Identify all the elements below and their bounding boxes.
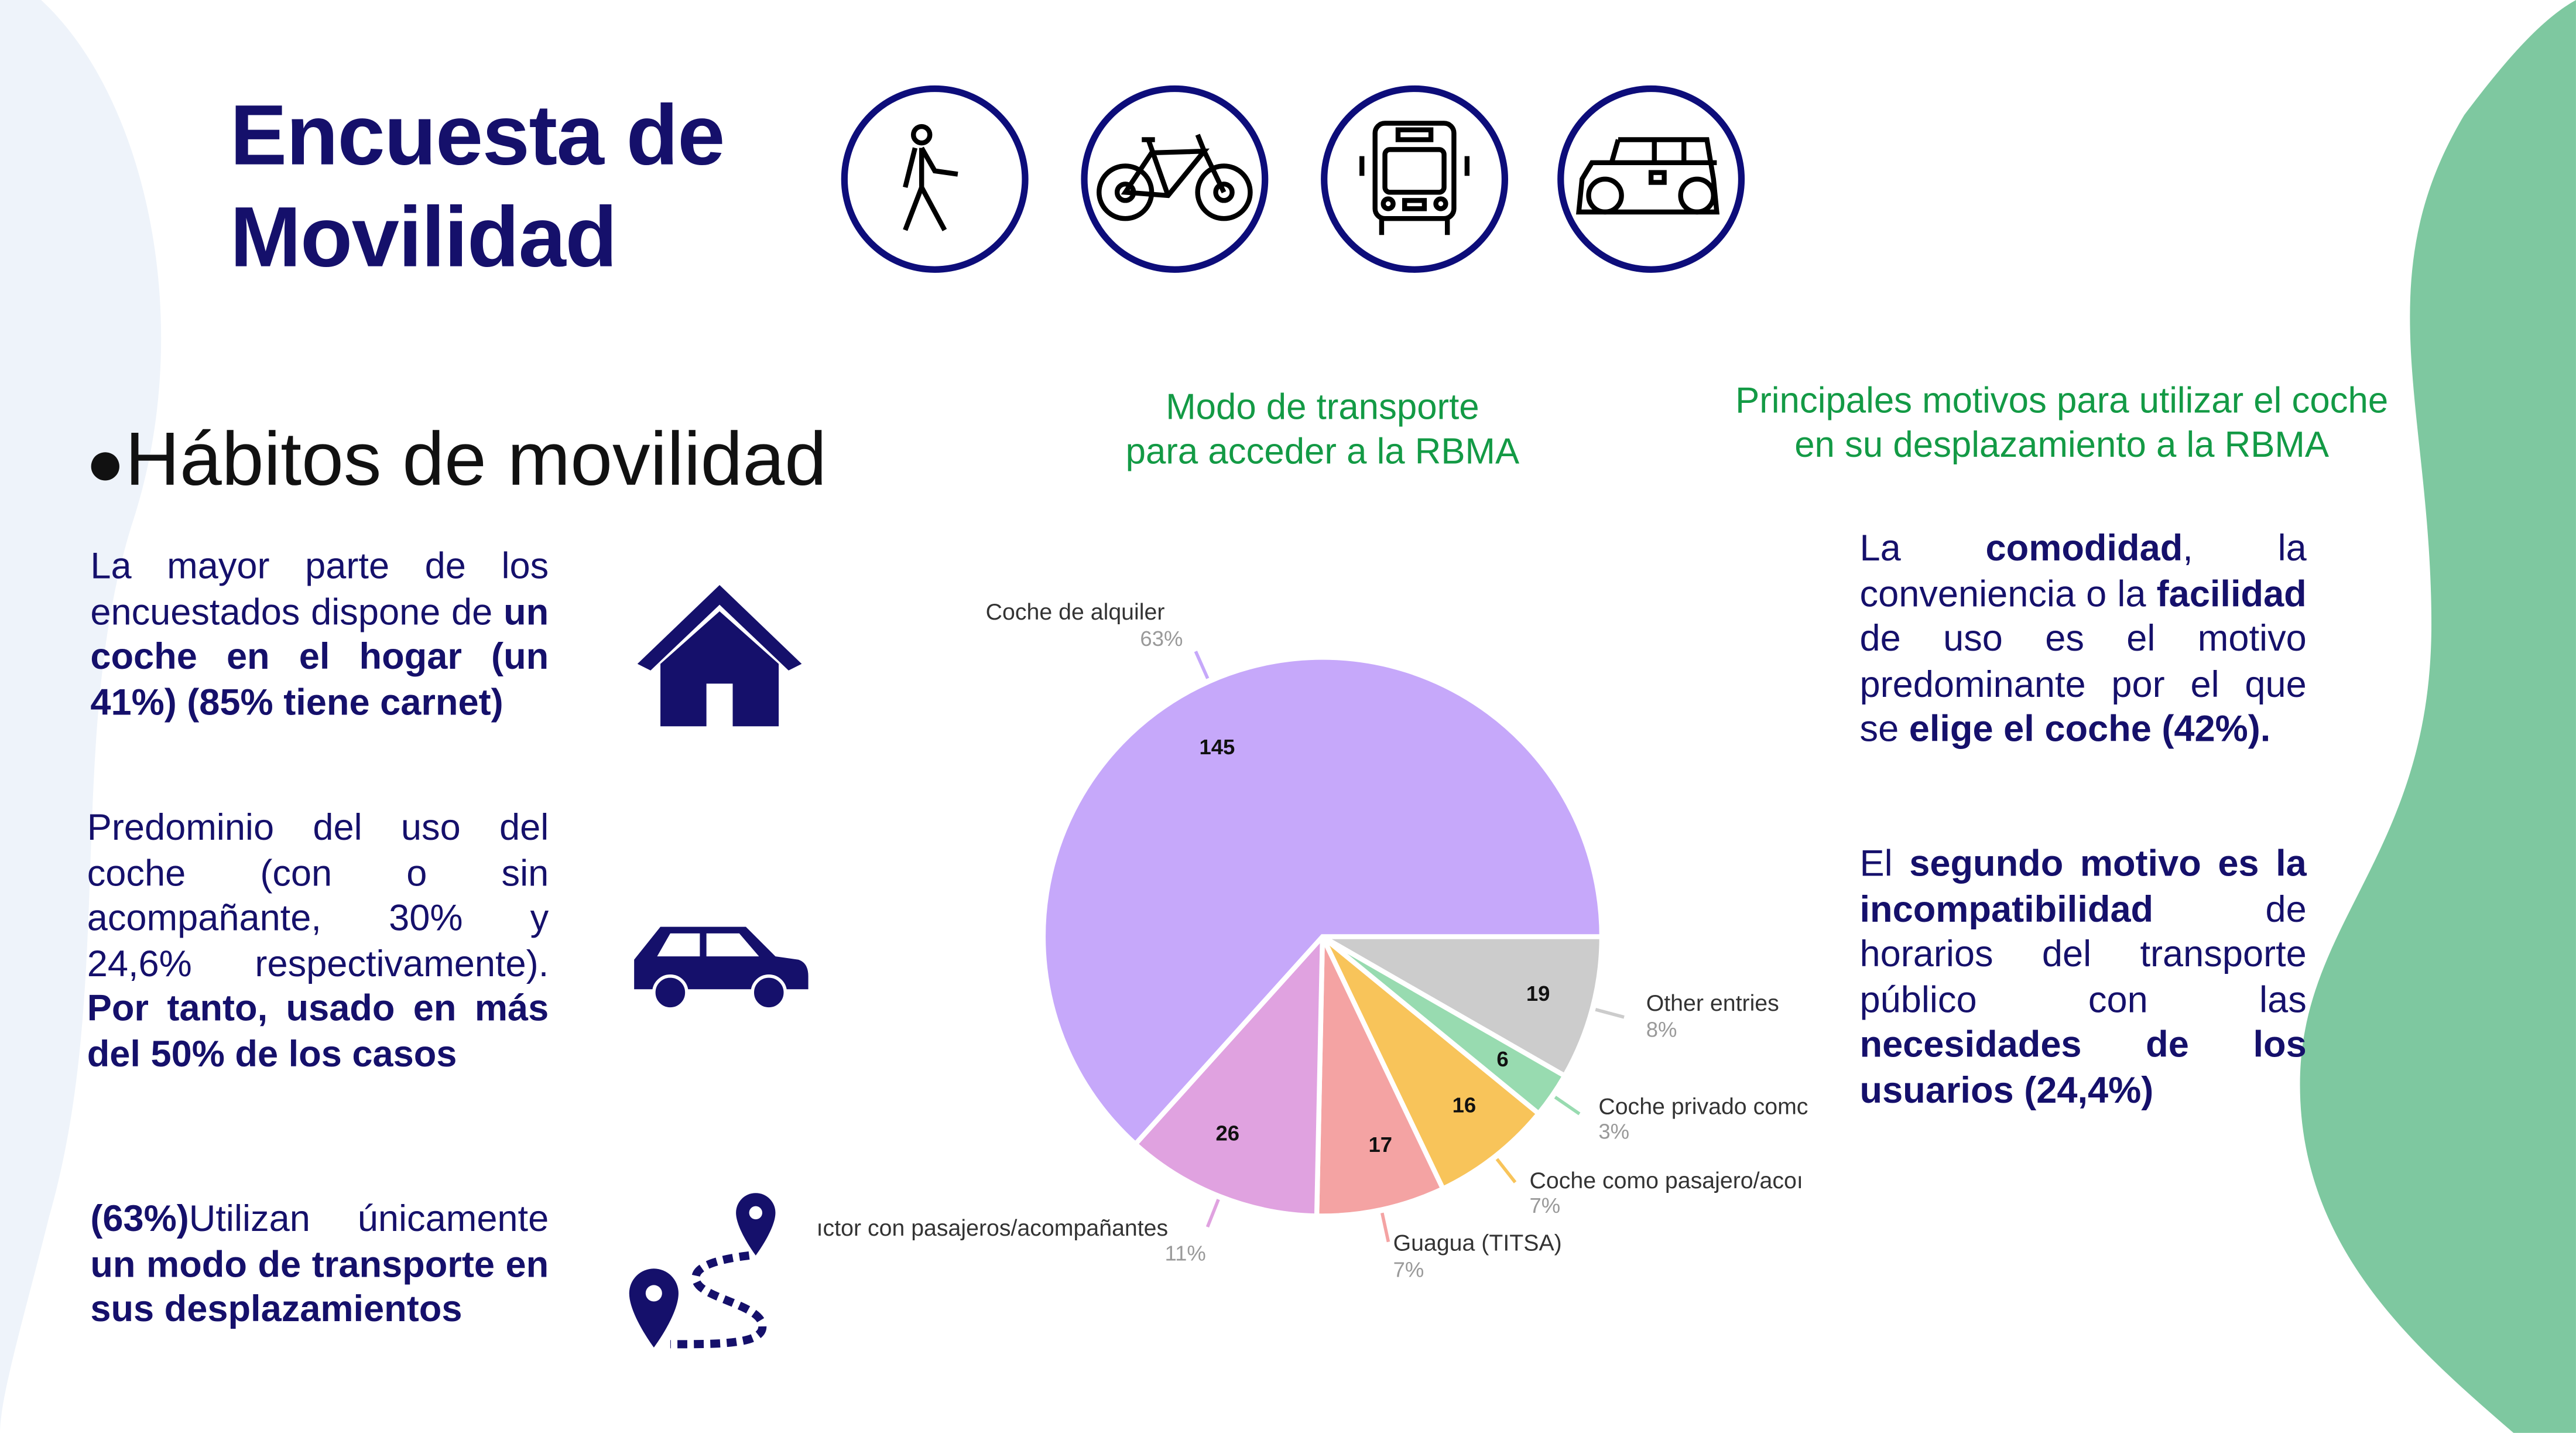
car-silhouette-icon <box>634 926 809 1011</box>
leader-line-0 <box>1595 1008 1625 1019</box>
bicycle-icon <box>1081 85 1269 273</box>
leader-line-3 <box>1381 1212 1390 1243</box>
pie-slice-3 <box>1314 935 1447 1219</box>
value-other-entries: 19 <box>1526 981 1550 1006</box>
page-title: Encuesta de Movilidad <box>229 85 725 289</box>
leader-line-2 <box>1495 1158 1517 1184</box>
leader-line-5 <box>1194 651 1210 679</box>
right-paragraph-1: La comodidad, la conveniencia o la facil… <box>1859 527 2307 750</box>
left-paragraph-1: La mayor parte de los encuestados dispon… <box>90 545 549 723</box>
value-coche-alquiler: 145 <box>1199 734 1235 760</box>
label-coche-pasajero: Coche como pasajero/acoı <box>1529 1167 1803 1193</box>
pct-guagua: 7% <box>1393 1257 1424 1282</box>
pct-other-entries: 8% <box>1646 1017 1677 1042</box>
label-coche-privado: Coche privado comc <box>1598 1093 1808 1119</box>
pie-slice-5 <box>1040 655 1605 1148</box>
left-paragraph-2: Predominio del uso del coche (con o sin … <box>87 806 549 1074</box>
right-green-blob <box>2300 0 2576 1433</box>
house-icon <box>637 584 802 727</box>
pct-conductor: 11% <box>1164 1240 1206 1266</box>
pct-coche-alquiler: 63% <box>1140 626 1183 651</box>
label-coche-alquiler: Coche de alquiler <box>985 598 1165 625</box>
value-coche-pasajero: 16 <box>1452 1093 1477 1118</box>
section-title: Hábitos de movilidad <box>125 415 827 501</box>
walking-person-icon <box>841 85 1029 273</box>
label-other-entries: Other entries <box>1646 989 1779 1016</box>
value-coche-privado: 6 <box>1496 1046 1509 1072</box>
car-icon <box>1557 85 1745 273</box>
section-heading: ●Hábitos de movilidad <box>85 415 827 501</box>
pct-coche-privado: 3% <box>1598 1119 1630 1144</box>
label-conductor: ıctor con pasajeros/acompañantes <box>816 1214 1169 1241</box>
right-paragraph-2: El segundo motivo es la incompatibilidad… <box>1859 843 2307 1110</box>
route-pins-icon <box>629 1193 776 1349</box>
label-guagua: Guagua (TITSA) <box>1393 1229 1562 1256</box>
right-title: Principales motivos para utilizar el coc… <box>1735 379 2389 466</box>
pct-coche-pasajero: 7% <box>1529 1193 1561 1218</box>
title-line-1: Encuesta de <box>229 88 725 184</box>
pie-slice-2 <box>1320 935 1542 1192</box>
chart-title: Modo de transporte para acceder a la RBMA <box>1125 386 1520 472</box>
bus-icon <box>1321 85 1508 273</box>
leader-line-1 <box>1554 1096 1581 1116</box>
value-conductor: 26 <box>1215 1120 1240 1145</box>
value-guagua: 17 <box>1368 1132 1393 1157</box>
left-blue-blob <box>0 0 162 1433</box>
pie-slice-0 <box>1313 934 1605 1079</box>
left-paragraph-3: (63%)Utilizan únicamente un modo de tran… <box>90 1198 549 1330</box>
leader-line-4 <box>1205 1199 1220 1228</box>
title-line-2: Movilidad <box>229 190 618 286</box>
pie-slice-4 <box>1132 930 1325 1219</box>
